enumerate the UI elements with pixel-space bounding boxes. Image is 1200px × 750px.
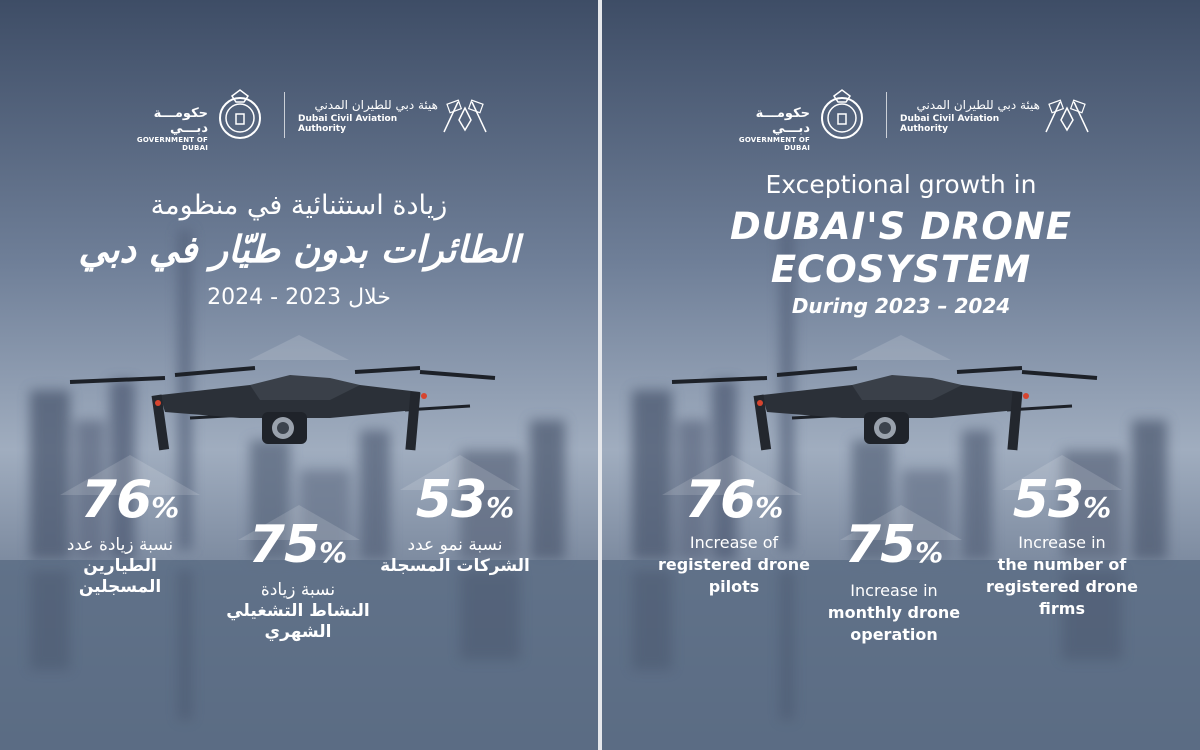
chevron-shape <box>851 335 951 360</box>
panel-divider <box>598 0 602 750</box>
stat-percent: % <box>319 536 348 569</box>
logo-bar: حكومـــة دبـــي GOVERNMENT OF DUBAI هيئة… <box>0 86 598 152</box>
government-logo-arabic: حكومـــة دبـــي <box>755 106 810 136</box>
stat-number: 75 <box>844 515 916 575</box>
logo-divider <box>284 92 285 138</box>
stat-percent: % <box>151 491 180 524</box>
stat-percent: % <box>486 491 515 524</box>
stat-label-line: Increase in <box>850 581 938 600</box>
city-background <box>602 0 1200 750</box>
stat-label-line: registered drone <box>657 555 811 574</box>
logo-bar: حكومـــة دبـــي GOVERNMENT OF DUBAI هيئة… <box>602 86 1200 152</box>
stat-percent: % <box>915 536 944 569</box>
stat-operations-label: نسبة زيادة النشاط التشغيلي الشهري <box>198 580 398 643</box>
stat-number: 76 <box>684 470 756 530</box>
stat-label-line: monthly drone <box>827 603 961 622</box>
stat-label-line: the number of <box>997 555 1127 574</box>
dcaa-logo: هيئة دبي للطيران المدني Dubai Civil Avia… <box>298 96 438 134</box>
chevron-shape <box>840 505 962 540</box>
stat-pilots-value: 76% <box>664 470 804 530</box>
stat-label-line: pilots <box>708 577 760 596</box>
dubai-emblem-icon <box>219 89 261 139</box>
stat-label-line: الطيارين المسجلين <box>78 556 162 597</box>
dcaa-logo-english: Dubai Civil Aviation Authority <box>900 114 1000 134</box>
dcaa-logo: هيئة دبي للطيران المدني Dubai Civil Avia… <box>900 96 1040 134</box>
dcaa-logo-arabic: هيئة دبي للطيران المدني <box>916 98 1040 112</box>
stat-label-line: Increase of <box>689 533 779 552</box>
government-of-dubai-logo: حكومـــة دبـــي GOVERNMENT OF DUBAI <box>720 106 810 152</box>
stat-label-line: registered drone <box>985 577 1139 596</box>
stat-number: 76 <box>80 470 152 530</box>
government-logo-arabic: حكومـــة دبـــي <box>153 106 208 136</box>
english-period: During 2023 – 2024 <box>791 294 1011 318</box>
stat-number: 53 <box>1012 470 1084 530</box>
stat-label-line: الشركات المسجلة <box>380 556 530 576</box>
arabic-period: خلال 2023 - 2024 <box>207 285 391 310</box>
dcaa-logo-arabic: هيئة دبي للطيران المدني <box>314 98 438 112</box>
chevron-shape <box>1002 455 1122 490</box>
chevron-shape <box>60 455 200 495</box>
logo-divider <box>886 92 887 138</box>
stat-label-line: firms <box>1039 599 1085 618</box>
stat-firms-label: نسبة نمو عدد الشركات المسجلة <box>375 535 535 577</box>
english-title-line2: DUBAI'S DRONE <box>729 205 1073 248</box>
english-panel: حكومـــة دبـــي GOVERNMENT OF DUBAI هيئة… <box>602 0 1200 750</box>
stat-operations-value: 75% <box>824 515 964 575</box>
stat-percent: % <box>755 491 784 524</box>
chevron-shape <box>249 335 349 360</box>
chevron-shape <box>662 455 802 495</box>
stat-operations-value: 75% <box>228 515 368 575</box>
dcaa-logo-english: Dubai Civil Aviation Authority <box>298 114 398 134</box>
english-title-line1: Exceptional growth in <box>765 170 1037 199</box>
stat-label-line: نسبة زيادة عدد <box>66 535 174 555</box>
arabic-title-line2: الطائرات بدون طيّار في دبي <box>78 228 520 271</box>
city-background <box>0 0 598 750</box>
falcon-flags-icon <box>443 99 487 133</box>
stat-label-line: النشاط التشغيلي الشهري <box>226 601 370 642</box>
arabic-panel: حكومـــة دبـــي GOVERNMENT OF DUBAI هيئة… <box>0 0 598 750</box>
stat-label-line: Increase in <box>1018 533 1106 552</box>
stat-operations-label: Increase in monthly drone operation <box>794 580 994 646</box>
stat-firms-value: 53% <box>395 470 535 530</box>
drone-image <box>671 366 1098 451</box>
falcon-flags-icon <box>1045 99 1089 133</box>
government-logo-english: GOVERNMENT OF DUBAI <box>136 136 208 152</box>
drone-image <box>69 366 496 451</box>
stat-pilots-label: نسبة زيادة عدد الطيارين المسجلين <box>40 535 200 598</box>
arabic-title-line1: زيادة استثنائية في منظومة <box>150 190 448 221</box>
stat-label-line: نسبة زيادة <box>260 580 336 600</box>
stat-firms-value: 53% <box>992 470 1132 530</box>
english-title-line3: ECOSYSTEM <box>770 248 1032 291</box>
stat-number: 75 <box>248 515 320 575</box>
stat-label-line: operation <box>850 625 938 644</box>
stat-firms-label: Increase in the number of registered dro… <box>962 532 1162 620</box>
government-logo-english: GOVERNMENT OF DUBAI <box>738 136 810 152</box>
government-of-dubai-logo: حكومـــة دبـــي GOVERNMENT OF DUBAI <box>118 106 208 152</box>
stat-pilots-label: Increase of registered drone pilots <box>634 532 834 598</box>
stat-label-line: نسبة نمو عدد <box>407 535 503 555</box>
stat-number: 53 <box>415 470 487 530</box>
dubai-emblem-icon <box>821 89 863 139</box>
chevron-shape <box>400 455 520 490</box>
stat-pilots-value: 76% <box>60 470 200 530</box>
chevron-shape <box>238 505 360 540</box>
stat-percent: % <box>1083 491 1112 524</box>
